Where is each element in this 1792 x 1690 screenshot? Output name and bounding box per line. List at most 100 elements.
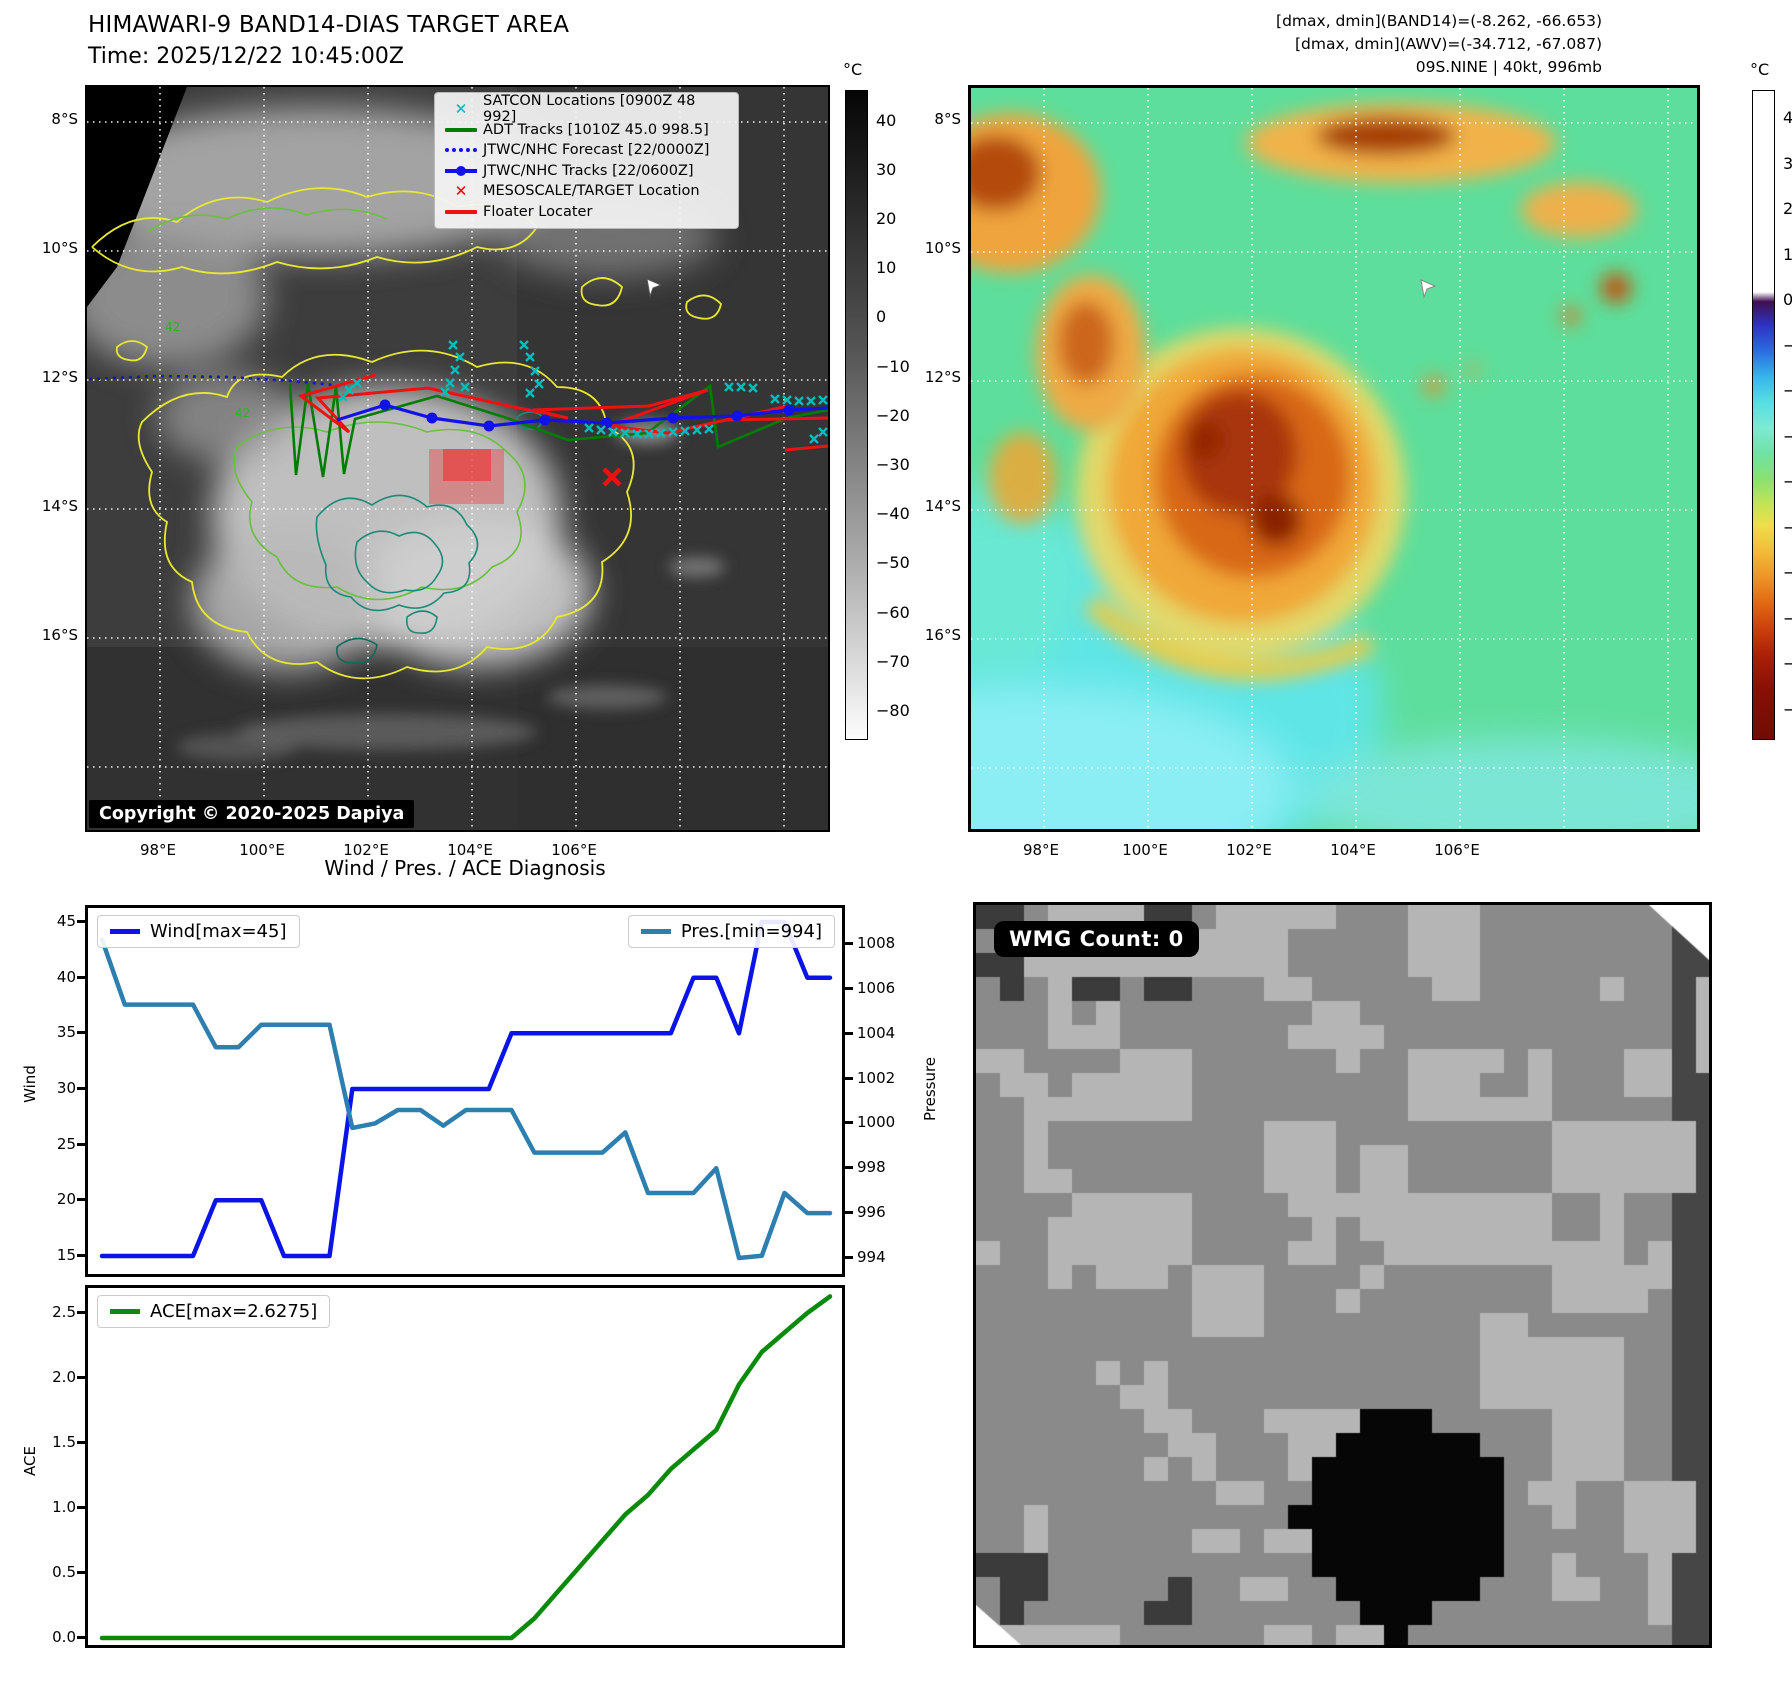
legend-item-label: ADT Tracks [1010Z 45.0 998.5] bbox=[483, 121, 709, 138]
ace-tick-mark bbox=[77, 1506, 85, 1509]
band14-lon-tick: 98°E bbox=[139, 841, 177, 859]
legend-item-label: SATCON Locations [0900Z 48 992] bbox=[483, 93, 696, 126]
legend-item: JTWC/NHC Tracks [22/0600Z] bbox=[439, 161, 732, 182]
x-marker-icon: ✕ bbox=[454, 182, 468, 201]
ace-legend: ACE[max=2.6275] bbox=[97, 1295, 331, 1328]
ace-tick-mark bbox=[77, 1636, 85, 1639]
awv-colorbar-tick: 20 bbox=[1783, 199, 1792, 218]
band14-colorbar-tick: −20 bbox=[876, 405, 910, 425]
pres-tick-mark bbox=[845, 1077, 853, 1080]
awv-colorbar-tick: −30 bbox=[1783, 426, 1792, 446]
legend-item-label: MESOSCALE/TARGET Location bbox=[483, 183, 700, 200]
pres-tick-label: 994 bbox=[857, 1248, 886, 1266]
awv-colorbar-tick: 30 bbox=[1783, 153, 1792, 173]
pres-tick-label: 1000 bbox=[857, 1113, 896, 1131]
band14-colorbar-tick: −30 bbox=[876, 454, 910, 474]
legend-item: ADT Tracks [1010Z 45.0 998.5] bbox=[439, 120, 732, 141]
wind-tick-mark bbox=[77, 1198, 85, 1201]
pres-tick-mark bbox=[845, 1121, 853, 1124]
band14-lon-tick: 106°E bbox=[551, 841, 597, 859]
awv-lon-tick: 106°E bbox=[1434, 841, 1480, 859]
mesoscale-x-icon bbox=[602, 467, 622, 487]
pres-tick-mark bbox=[845, 1032, 853, 1035]
wind-tick-label: 15 bbox=[56, 1246, 76, 1264]
diagnosis-title: Wind / Pres. / ACE Diagnosis bbox=[324, 856, 606, 880]
pres-tick-label: 996 bbox=[857, 1203, 886, 1221]
wind-pressure-chart: Wind[max=45] Pres.[min=994] bbox=[85, 905, 845, 1277]
forecast-track-dotted bbox=[88, 374, 346, 388]
wind-tick-mark bbox=[77, 1087, 85, 1090]
awv-colorbar-tick: −10 bbox=[1783, 335, 1792, 355]
awv-lat-tick: 12°S bbox=[924, 368, 961, 386]
line-marker-icon bbox=[439, 209, 483, 214]
awv-lat-tick: 16°S bbox=[924, 626, 961, 644]
awv-colorbar-tick: −80 bbox=[1783, 654, 1792, 673]
band14-colorbar-tick: 20 bbox=[876, 208, 897, 228]
ace-tick-label: 1.5 bbox=[52, 1433, 76, 1451]
ace-tick-label: 2.5 bbox=[52, 1303, 76, 1321]
pointer-glyph bbox=[1420, 279, 1437, 299]
legend-item-label: Floater Locater bbox=[483, 203, 593, 220]
wmg-count-badge: WMG Count: 0 bbox=[994, 921, 1199, 957]
wind-tick-label: 35 bbox=[56, 1023, 76, 1041]
awv-colorbar-unit: °C bbox=[1750, 60, 1770, 79]
ace-line-sample bbox=[110, 1309, 140, 1314]
band14-colorbar-unit: °C bbox=[843, 60, 863, 79]
ace-legend-label: ACE[max=2.6275] bbox=[150, 1301, 318, 1322]
pres-line-sample bbox=[640, 929, 671, 934]
band14-lat-tick: 8°S bbox=[51, 110, 78, 128]
wind-tick-mark bbox=[77, 920, 85, 923]
wind-line-sample bbox=[110, 929, 140, 934]
pres-tick-mark bbox=[845, 1256, 853, 1259]
wind-tick-mark bbox=[77, 1143, 85, 1146]
wind-tick-mark bbox=[77, 976, 85, 979]
awv-colorbar-tick: −90 bbox=[1783, 699, 1792, 719]
temperature-contours: 42 42 bbox=[91, 187, 722, 680]
x-marker-icon: ✕ bbox=[454, 100, 468, 119]
awv-colorbar-tick: 40 bbox=[1783, 108, 1792, 127]
wind-tick-label: 30 bbox=[56, 1079, 76, 1097]
wind-tick-mark bbox=[77, 1254, 85, 1257]
awv-map-art bbox=[971, 88, 1697, 829]
awv-color-map bbox=[968, 85, 1700, 832]
pres-tick-mark bbox=[845, 1166, 853, 1169]
ace-tick-mark bbox=[77, 1311, 85, 1314]
wmg-mosaic-panel: WMG Count: 0 bbox=[973, 902, 1712, 1648]
band14-lon-tick: 102°E bbox=[343, 841, 389, 859]
band14-colorbar-tick: −80 bbox=[876, 700, 910, 720]
ace-tick-mark bbox=[77, 1441, 85, 1444]
band14-colorbar-tick: −60 bbox=[876, 602, 910, 622]
awv-colorbar-tick: −60 bbox=[1783, 563, 1792, 582]
cyclone-core-blobs bbox=[1076, 328, 1406, 681]
wind-legend: Wind[max=45] bbox=[97, 915, 300, 948]
storm-id-text: 09S.NINE | 40kt, 996mb bbox=[1415, 58, 1602, 76]
awv-lat-tick: 14°S bbox=[924, 497, 961, 515]
swath-edge bbox=[87, 87, 187, 307]
line-marker-icon bbox=[439, 127, 483, 132]
small-cloud-streaks bbox=[177, 420, 725, 761]
pres-tick-label: 1004 bbox=[857, 1024, 896, 1042]
wmg-mosaic-image bbox=[976, 905, 1709, 1645]
band14-colorbar-tick: −50 bbox=[876, 553, 910, 573]
wind-tick-label: 20 bbox=[56, 1190, 76, 1208]
band14-colorbar-tick: 10 bbox=[876, 258, 897, 278]
band14-colorbar-tick: −40 bbox=[876, 504, 910, 524]
band14-lon-tick: 100°E bbox=[239, 841, 285, 859]
band14-colorbar-tick: −70 bbox=[876, 651, 910, 671]
wind-tick-mark bbox=[77, 1031, 85, 1034]
ace-tick-label: 0.5 bbox=[52, 1563, 76, 1581]
wind-tick-label: 40 bbox=[56, 968, 76, 986]
band14-colorbar-tick: 30 bbox=[876, 159, 897, 179]
pres-tick-mark bbox=[845, 987, 853, 990]
pres-legend: Pres.[min=994] bbox=[627, 915, 835, 948]
wind-pressure-plot bbox=[99, 919, 833, 1261]
pres-legend-label: Pres.[min=994] bbox=[680, 921, 822, 942]
page-title: HIMAWARI-9 BAND14-DIAS TARGET AREA bbox=[88, 12, 570, 38]
line-marker-icon bbox=[439, 165, 483, 176]
legend-item: Floater Locater bbox=[439, 202, 732, 223]
band14-lat-tick: 10°S bbox=[41, 239, 78, 257]
awv-colorbar-tick: −20 bbox=[1783, 381, 1792, 400]
band14-lat-tick: 16°S bbox=[41, 626, 78, 644]
ace-tick-mark bbox=[77, 1376, 85, 1379]
ace-tick-label: 2.0 bbox=[52, 1368, 76, 1386]
